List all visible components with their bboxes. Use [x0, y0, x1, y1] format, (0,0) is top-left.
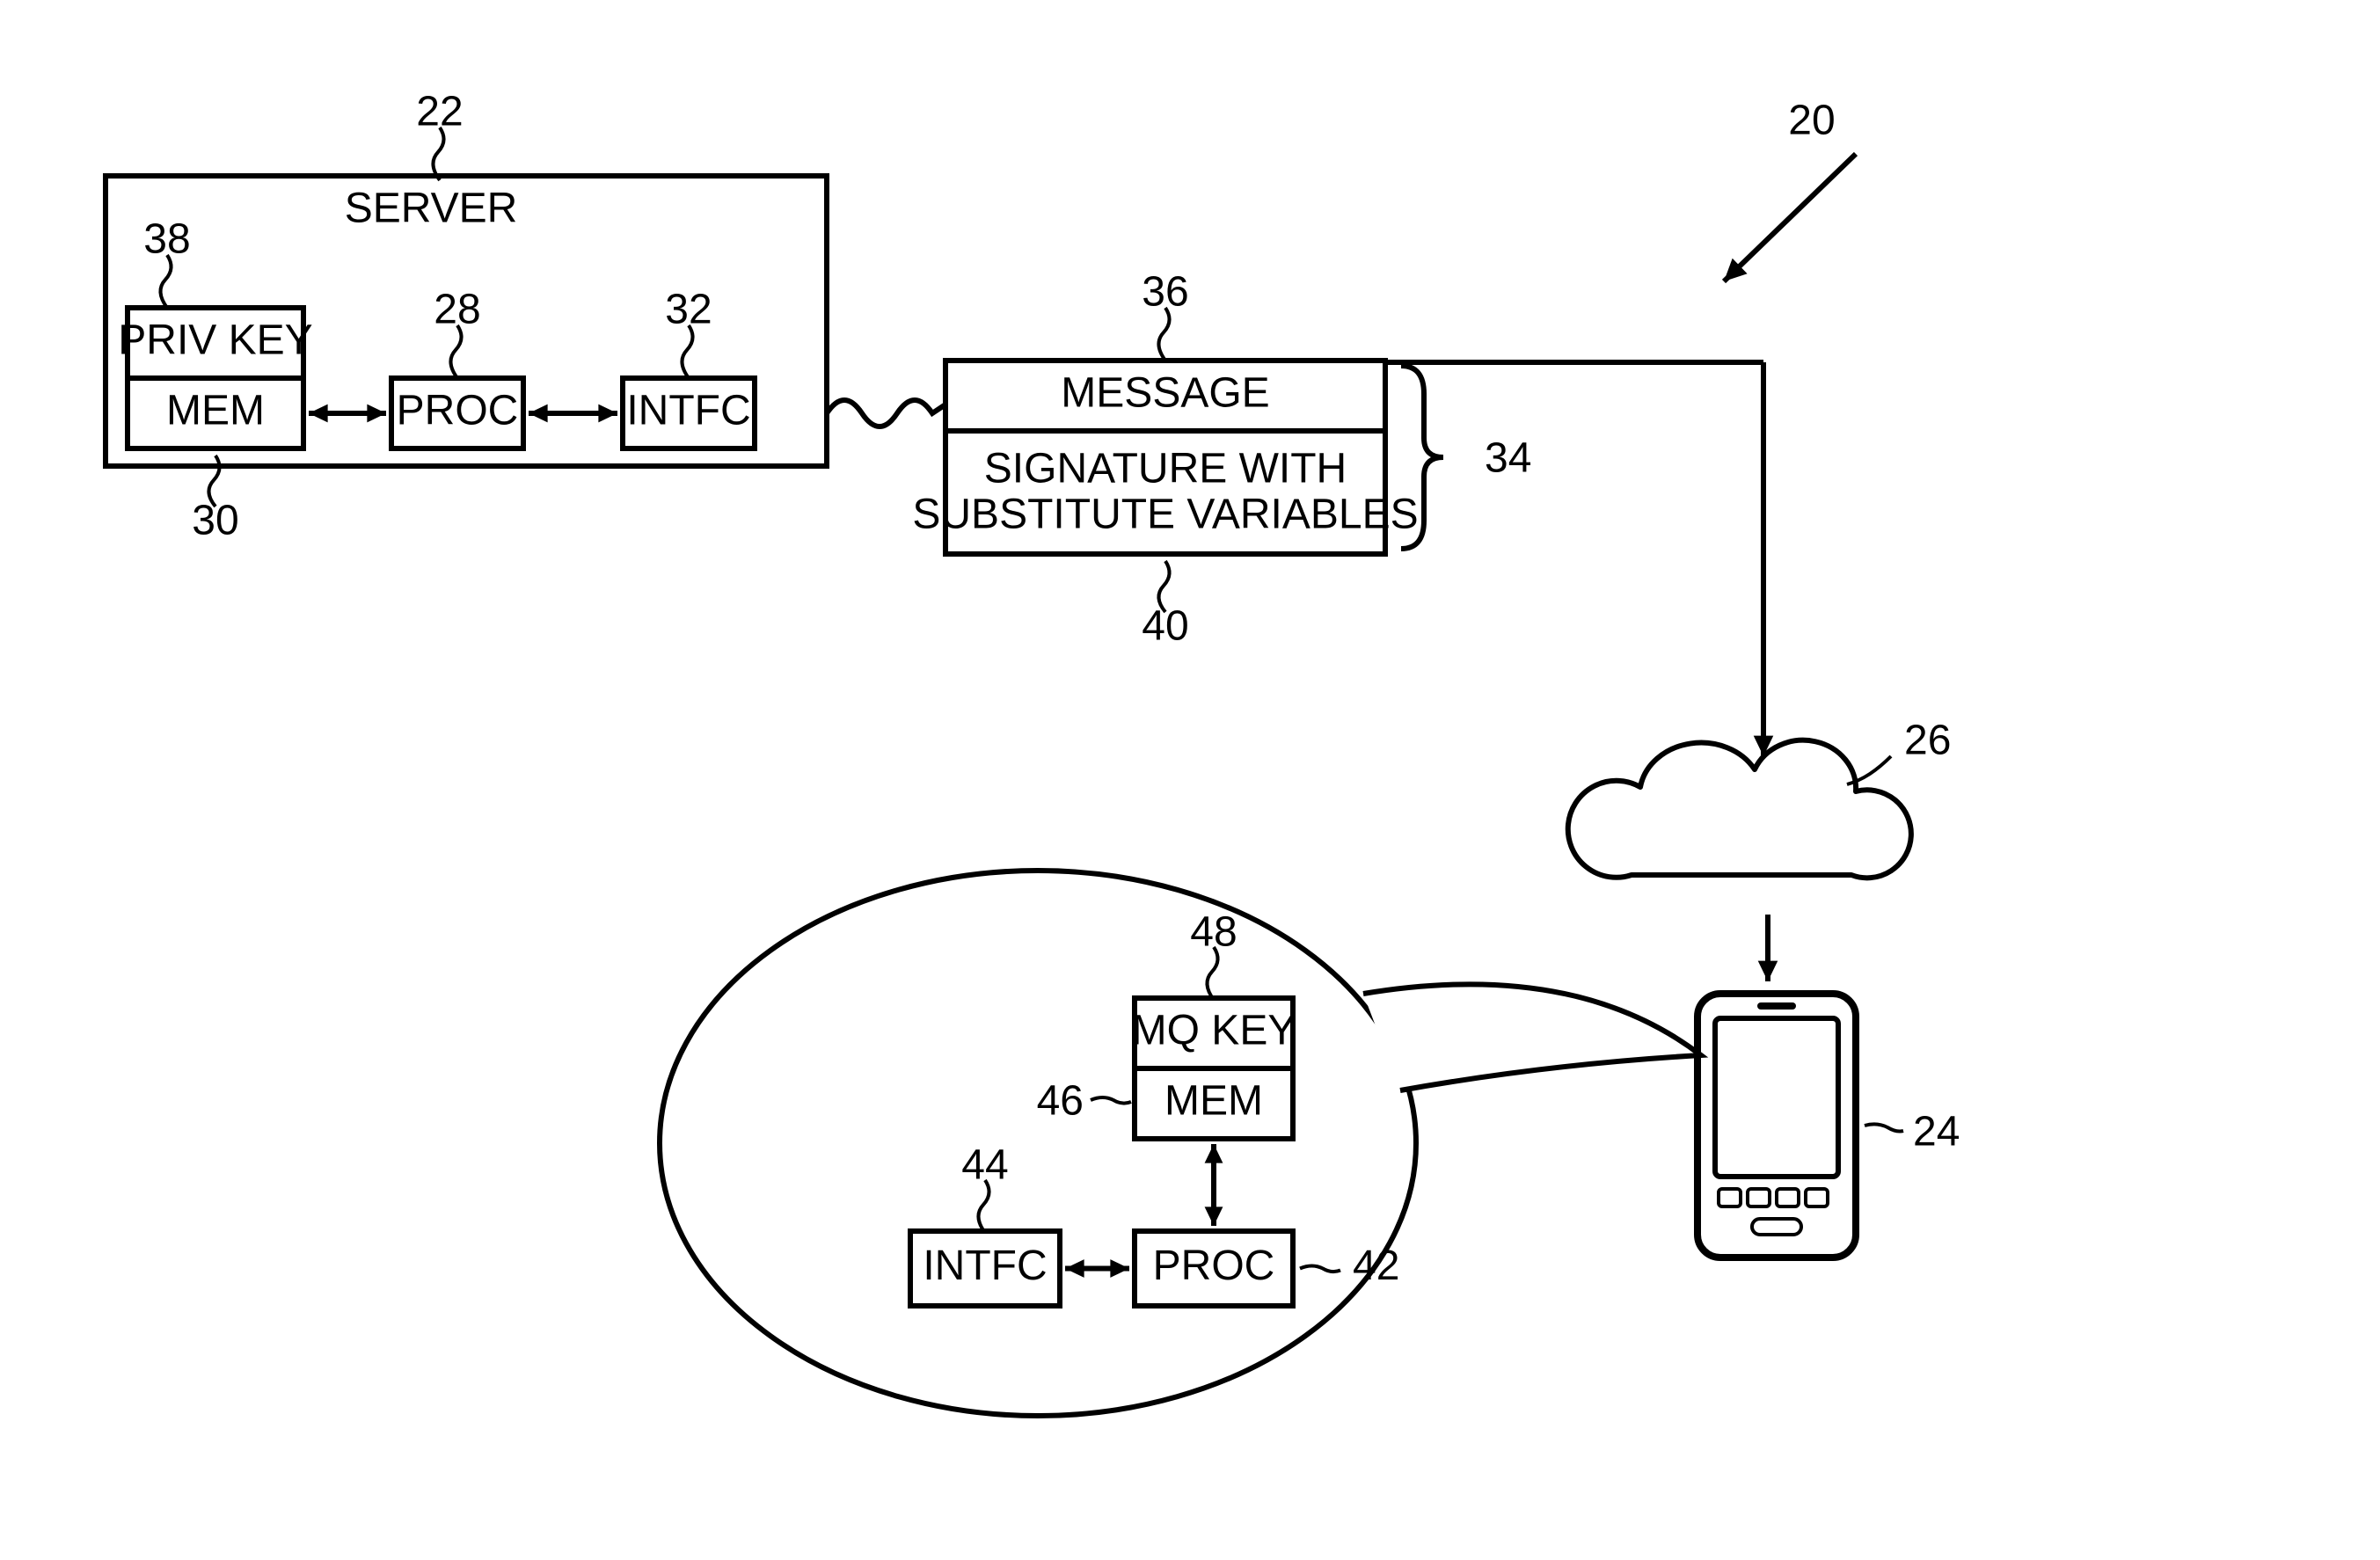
- callout-intfc-label: INTFC: [923, 1243, 1047, 1289]
- server-title: SERVER: [345, 186, 518, 232]
- cloud: [1568, 740, 1911, 878]
- privkey-label: PRIV KEY: [118, 317, 312, 364]
- callout-proc-label: PROC: [1153, 1243, 1275, 1289]
- callout-mem-label: MEM: [1164, 1078, 1263, 1125]
- server-mem-label: MEM: [166, 388, 265, 434]
- mqkey-label: MQ KEY: [1132, 1008, 1296, 1054]
- signature-label-1: SIGNATURE WITH: [984, 446, 1347, 492]
- ref-20: 20: [1788, 98, 1835, 144]
- ref-26: 26: [1904, 718, 1951, 764]
- device-screen: [1715, 1018, 1838, 1177]
- ref-24: 24: [1913, 1109, 1960, 1155]
- server-to-packet: [827, 400, 945, 426]
- server-proc-label: PROC: [397, 388, 519, 434]
- message-label: MESSAGE: [1061, 370, 1269, 417]
- ref-42: 42: [1353, 1243, 1399, 1289]
- ref-34: 34: [1485, 435, 1531, 482]
- callout-tail: [1363, 984, 1701, 1090]
- callout-bubble: [660, 871, 1416, 1416]
- signature-label-2: SUBSTITUTE VARIABLES: [912, 492, 1418, 538]
- device-home: [1752, 1219, 1801, 1235]
- server-intfc-label: INTFC: [626, 388, 750, 434]
- ref-46: 46: [1037, 1078, 1084, 1125]
